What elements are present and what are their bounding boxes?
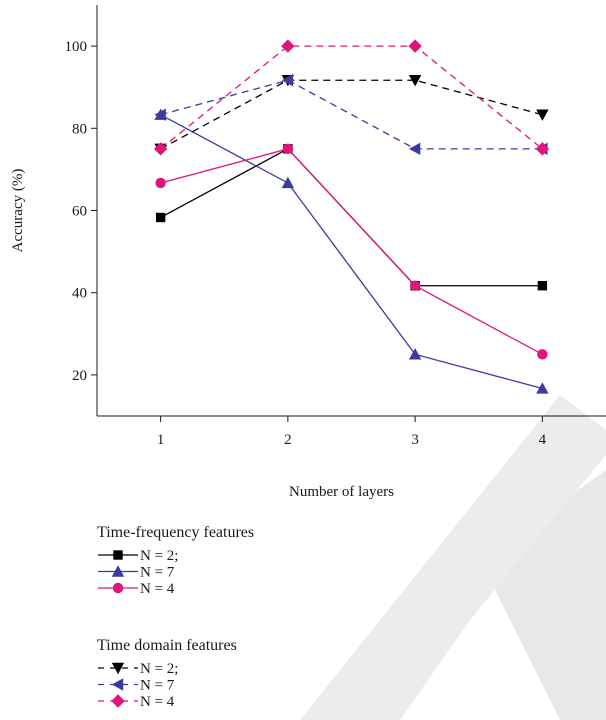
series-2 [155, 143, 548, 360]
data-point [535, 142, 550, 156]
series-line [160, 148, 543, 355]
y-tick-label: 20 [72, 368, 87, 384]
legend-label: N = 2; [140, 548, 178, 564]
legend-label: N = 4 [140, 581, 175, 597]
data-point [537, 349, 548, 360]
legend-marker [111, 565, 125, 577]
data-point [408, 75, 422, 87]
legend-group-title: Time domain features [97, 637, 237, 654]
data-point [536, 382, 549, 394]
data-point [155, 177, 166, 189]
data-point [155, 212, 166, 223]
y-tick-label: 60 [72, 204, 87, 220]
data-point [281, 74, 294, 87]
x-tick-label: 3 [411, 432, 419, 448]
y-tick-label: 80 [72, 121, 87, 137]
data-point [282, 143, 294, 155]
legend-marker [112, 582, 124, 594]
y-axis-label: Accuracy (%) [10, 169, 26, 253]
data-point [153, 142, 168, 156]
y-tick-label: 40 [72, 286, 87, 302]
x-tick-label: 2 [284, 432, 292, 448]
y-tick-label: 100 [65, 39, 88, 55]
legend-marker [113, 550, 123, 560]
x-tick-label: 1 [157, 432, 165, 448]
series-line [160, 45, 543, 150]
series-line [160, 114, 543, 390]
data-point [408, 142, 421, 156]
data-point [409, 280, 421, 291]
data-point [537, 281, 548, 291]
x-tick-label: 4 [539, 432, 547, 448]
x-axis-label: Number of layers [289, 484, 394, 500]
data-point [281, 176, 295, 189]
legend-marker [111, 694, 125, 708]
series-line [160, 79, 543, 150]
legend-marker [111, 662, 125, 675]
legend-label: N = 2; [140, 661, 178, 677]
legend-marker [111, 678, 124, 691]
legend-label: N = 7 [140, 678, 175, 694]
data-point [154, 108, 166, 121]
legend-label: N = 7 [140, 565, 175, 581]
plot-area: 20 40 60 80 100 1 2 3 4 [65, 5, 606, 448]
data-point [281, 39, 295, 53]
series-5 [153, 39, 550, 156]
legend-label: N = 4 [140, 694, 175, 710]
data-point [536, 109, 549, 121]
series-1 [154, 108, 549, 394]
data-point [408, 39, 422, 53]
legend-group-title: Time-frequency features [97, 524, 254, 541]
data-point [408, 348, 422, 360]
